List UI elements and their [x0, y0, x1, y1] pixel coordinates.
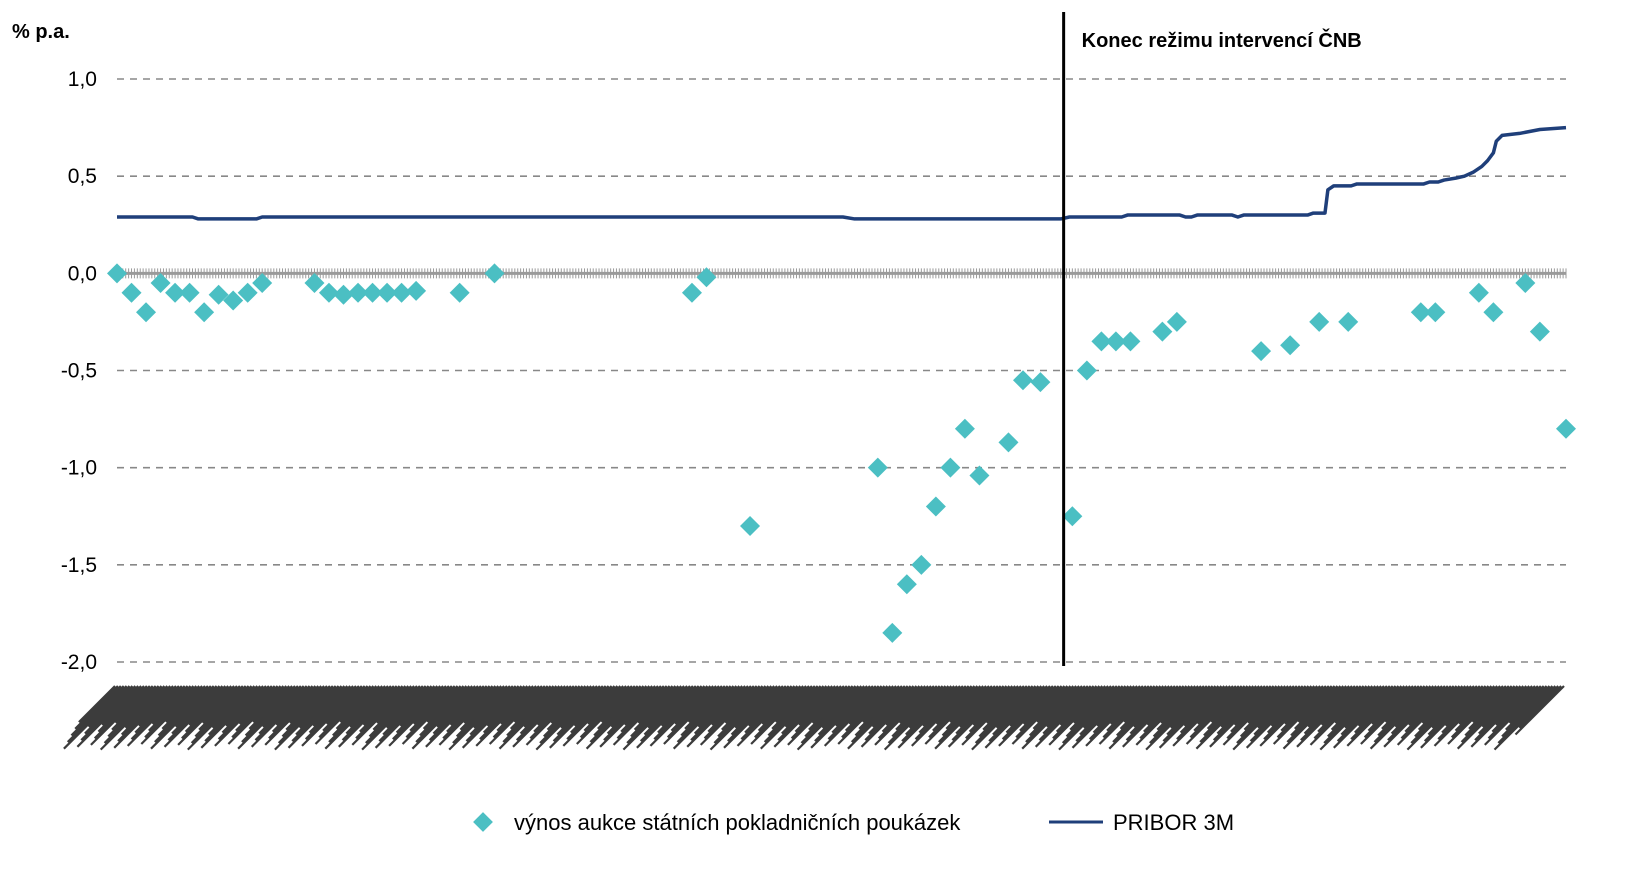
- yield-point: [136, 302, 157, 323]
- yield-point: [969, 465, 990, 486]
- yield-point: [165, 282, 186, 303]
- yield-point: [1483, 302, 1504, 323]
- yield-point: [391, 282, 412, 303]
- y-tick-labels: 1,0 0,5 0,0 -0,5 -1,0 -1,5 -2,0: [61, 68, 97, 674]
- annotation-layer: Konec režimu intervencí ČNB: [1062, 12, 1362, 666]
- y-tick-label: -1,5: [61, 554, 97, 577]
- y-tick-label: 1,0: [68, 68, 97, 91]
- yield-point: [1091, 331, 1112, 352]
- y-tick-label: -2,0: [61, 651, 97, 674]
- yield-scatter-layer: [107, 263, 1576, 643]
- yield-point: [1120, 331, 1141, 352]
- yield-point: [406, 280, 427, 301]
- yield-point: [304, 273, 325, 294]
- pribor-line-layer: [117, 125, 1567, 221]
- y-axis-label: % p.a.: [12, 21, 70, 43]
- legend-label-pribor: PRIBOR 3M: [1113, 810, 1234, 835]
- yield-point: [925, 496, 946, 517]
- yield-point: [896, 574, 917, 595]
- y-tick-label: -0,5: [61, 360, 97, 383]
- yield-point: [1062, 506, 1083, 527]
- yield-point: [194, 302, 215, 323]
- yield-point: [1410, 302, 1431, 323]
- yield-point: [1105, 331, 1126, 352]
- yield-point: [348, 282, 369, 303]
- yield-point: [1012, 370, 1033, 391]
- yield-point: [252, 273, 273, 294]
- yield-point: [1309, 311, 1330, 332]
- yield-point: [940, 457, 961, 478]
- grid-layer: [117, 78, 1566, 663]
- yield-point: [954, 418, 975, 439]
- x-tick-labels: [63, 685, 1565, 751]
- yield-point: [1556, 418, 1576, 439]
- yield-point: [484, 263, 505, 284]
- yield-point: [1425, 302, 1446, 323]
- yield-point: [208, 284, 229, 305]
- yield-point: [681, 282, 702, 303]
- y-tick-label: -1,0: [61, 457, 97, 480]
- yield-point: [1030, 372, 1051, 393]
- yield-point: [740, 515, 761, 536]
- yield-point: [107, 263, 127, 284]
- yield-point: [882, 622, 903, 643]
- pribor-series-line: [117, 125, 1567, 221]
- yield-point: [333, 284, 354, 305]
- yield-point: [1515, 273, 1536, 294]
- yield-point: [237, 282, 258, 303]
- y-tick-label: 0,0: [68, 262, 97, 285]
- zero-axis: [116, 268, 1567, 279]
- legend: výnos aukce státních pokladničních pouká…: [473, 810, 1234, 835]
- yield-point: [1251, 341, 1272, 362]
- annotation-label: Konec režimu intervencí ČNB: [1082, 28, 1362, 52]
- yield-point: [179, 282, 200, 303]
- yield-point: [696, 267, 717, 288]
- legend-label-yield: výnos aukce státních pokladničních pouká…: [514, 810, 961, 835]
- yield-point: [377, 282, 398, 303]
- yield-point: [362, 282, 383, 303]
- yield-point: [150, 273, 171, 294]
- yield-point: [121, 282, 142, 303]
- yield-point: [1076, 360, 1097, 381]
- yield-point: [911, 554, 932, 575]
- yield-point: [1280, 335, 1301, 356]
- yield-point: [1338, 311, 1359, 332]
- yield-point: [318, 282, 339, 303]
- yield-point: [867, 457, 888, 478]
- yield-point: [449, 282, 470, 303]
- legend-diamond-marker: [473, 812, 493, 832]
- yield-point: [223, 290, 244, 311]
- y-tick-label: 0,5: [68, 165, 97, 188]
- yield-point: [1529, 321, 1550, 342]
- x-tick-label-marks: [63, 685, 1565, 751]
- yield-point: [1152, 321, 1173, 342]
- yield-point: [998, 432, 1019, 453]
- yield-point: [1166, 311, 1187, 332]
- yield-point: [1468, 282, 1489, 303]
